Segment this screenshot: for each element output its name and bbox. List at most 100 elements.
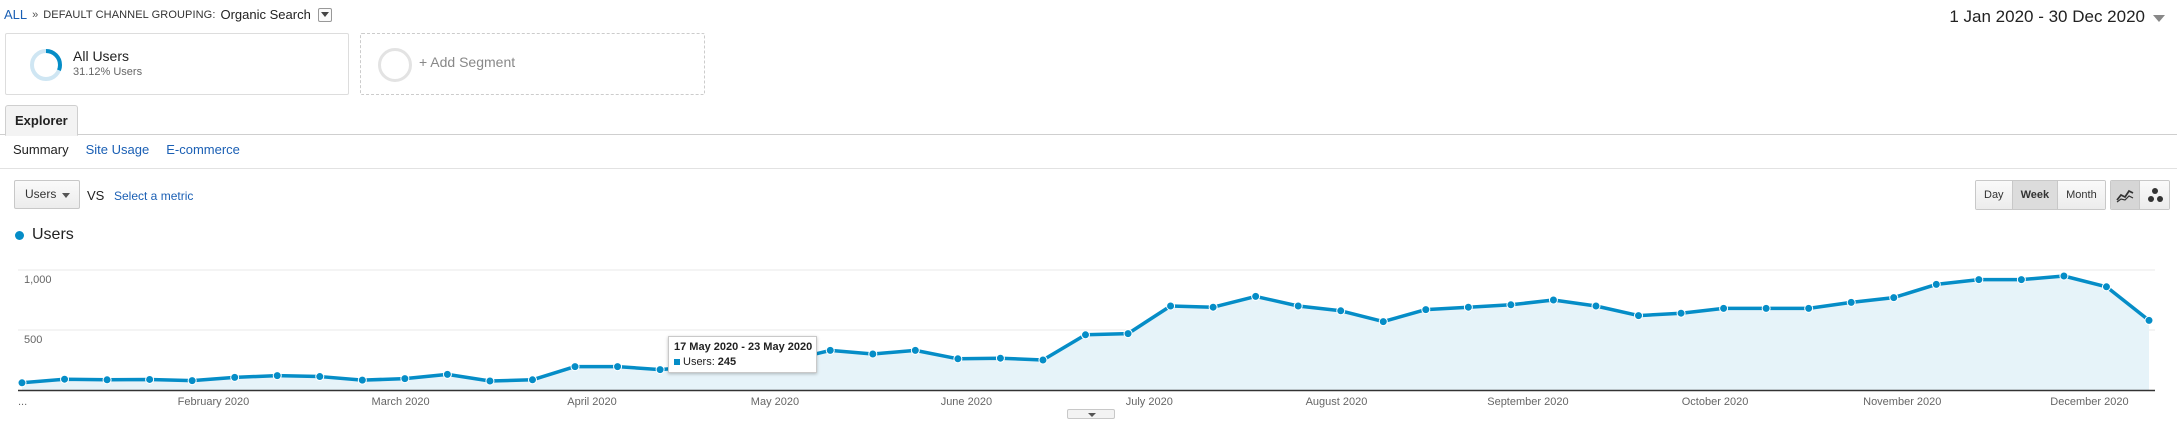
legend-series-label: Users [32, 226, 74, 243]
data-point [2101, 282, 2111, 292]
data-point [1166, 301, 1176, 311]
data-point [1421, 305, 1431, 315]
metric-select[interactable]: Users [14, 180, 80, 209]
data-point [1846, 297, 1856, 307]
data-point [1889, 293, 1899, 303]
subtab-summary[interactable]: Summary [13, 142, 69, 157]
x-tick-label: March 2020 [372, 396, 430, 408]
data-point [2144, 315, 2154, 325]
line-chart-button[interactable] [2111, 181, 2140, 209]
data-point [1676, 308, 1686, 318]
chart-legend: Users [15, 226, 74, 244]
data-point [2059, 271, 2069, 281]
subtab-ecommerce[interactable]: E-commerce [166, 142, 240, 157]
segment-subtitle: 31.12% Users [73, 66, 143, 78]
data-point [60, 374, 70, 384]
data-point [272, 371, 282, 381]
x-tick-label: October 2020 [1682, 396, 1749, 408]
motion-chart-icon [2147, 188, 2163, 202]
subtab-site-usage[interactable]: Site Usage [85, 142, 150, 157]
tooltip-metric: Users: [683, 356, 715, 368]
data-point [315, 372, 325, 382]
x-tick-label: August 2020 [1306, 396, 1368, 408]
data-point [1038, 355, 1048, 365]
data-point [187, 376, 197, 386]
granularity-week-button[interactable]: Week [2012, 181, 2059, 209]
data-point [357, 375, 367, 385]
data-point [442, 369, 452, 379]
add-segment-button[interactable]: + Add Segment [360, 33, 705, 95]
data-point [2016, 275, 2026, 285]
data-point [1548, 295, 1558, 305]
add-segment-label: + Add Segment [419, 54, 516, 70]
data-point [1293, 301, 1303, 311]
breadcrumb-all-link[interactable]: ALL [4, 7, 28, 22]
data-point [655, 365, 665, 375]
segment-donut-icon [30, 49, 62, 81]
data-point [400, 374, 410, 384]
data-point [17, 378, 27, 388]
data-point [868, 349, 878, 359]
data-point [613, 362, 623, 372]
x-tick-label: February 2020 [178, 396, 250, 408]
breadcrumb-value: Organic Search [220, 7, 311, 22]
line-chart-icon [2116, 189, 2134, 203]
data-point [1634, 311, 1644, 321]
data-point [1463, 302, 1473, 312]
x-tick-label: November 2020 [1863, 396, 1941, 408]
y-tick-label: 1,000 [24, 274, 52, 286]
chart-type-toggle [2110, 180, 2170, 210]
x-tick-label: ... [18, 396, 27, 408]
data-point [1506, 300, 1516, 310]
breadcrumb-dimension: DEFAULT CHANNEL GROUPING: [43, 8, 216, 21]
add-segment-circle-icon [378, 48, 412, 82]
report-tab-bar: Explorer [0, 105, 2177, 136]
select-metric-link[interactable]: Select a metric [114, 189, 194, 203]
data-point [995, 353, 1005, 363]
x-tick-label: April 2020 [567, 396, 617, 408]
motion-chart-button[interactable] [2140, 181, 2169, 209]
data-point [145, 374, 155, 384]
chevron-down-icon [2153, 14, 2165, 22]
series-area [22, 276, 2149, 390]
data-point [825, 345, 835, 355]
granularity-month-button[interactable]: Month [2058, 181, 2105, 209]
data-point [570, 362, 580, 372]
data-point [102, 375, 112, 385]
x-tick-label: May 2020 [751, 396, 799, 408]
tooltip-swatch [674, 359, 680, 365]
data-point [1974, 275, 1984, 285]
data-point [1336, 306, 1346, 316]
vs-label: VS [87, 188, 105, 203]
segment-name: All Users [73, 48, 130, 64]
legend-swatch [15, 230, 24, 240]
data-point [1931, 279, 1941, 289]
granularity-toggle: Day Week Month [1975, 180, 2106, 210]
data-point [1251, 291, 1261, 301]
data-point [1591, 301, 1601, 311]
tooltip-row: Users: 245 [674, 356, 811, 368]
data-point [230, 372, 240, 382]
date-range-label: 1 Jan 2020 - 30 Dec 2020 [1949, 7, 2145, 26]
data-point [1761, 303, 1771, 313]
data-point [1378, 317, 1388, 327]
tooltip-value: 245 [717, 356, 737, 368]
data-point [910, 345, 920, 355]
breadcrumb-dropdown-button[interactable] [317, 7, 332, 22]
y-tick-label: 500 [24, 334, 42, 346]
tooltip-title: 17 May 2020 - 23 May 2020 [674, 341, 813, 353]
data-point [953, 354, 963, 364]
data-point [1081, 330, 1090, 340]
users-over-time-chart: 1,000 500... February 2020 March 2020 April … [17, 269, 2155, 408]
data-point [1719, 303, 1729, 313]
x-tick-label: September 2020 [1487, 396, 1568, 408]
data-point [1804, 303, 1814, 313]
chart-tooltip: 17 May 2020 - 23 May 2020 Users: 245 [668, 336, 817, 373]
tab-explorer[interactable]: Explorer [5, 105, 78, 136]
x-tick-label: December 2020 [2050, 396, 2128, 408]
granularity-day-button[interactable]: Day [1976, 181, 2013, 209]
date-range-picker[interactable]: 1 Jan 2020 - 30 Dec 2020 [1949, 7, 2165, 27]
collapse-chart-handle[interactable] [1067, 409, 1115, 419]
segment-all-users[interactable]: All Users 31.12% Users [5, 33, 349, 95]
explorer-subtabs: Summary Site Usage E-commerce [13, 142, 240, 157]
